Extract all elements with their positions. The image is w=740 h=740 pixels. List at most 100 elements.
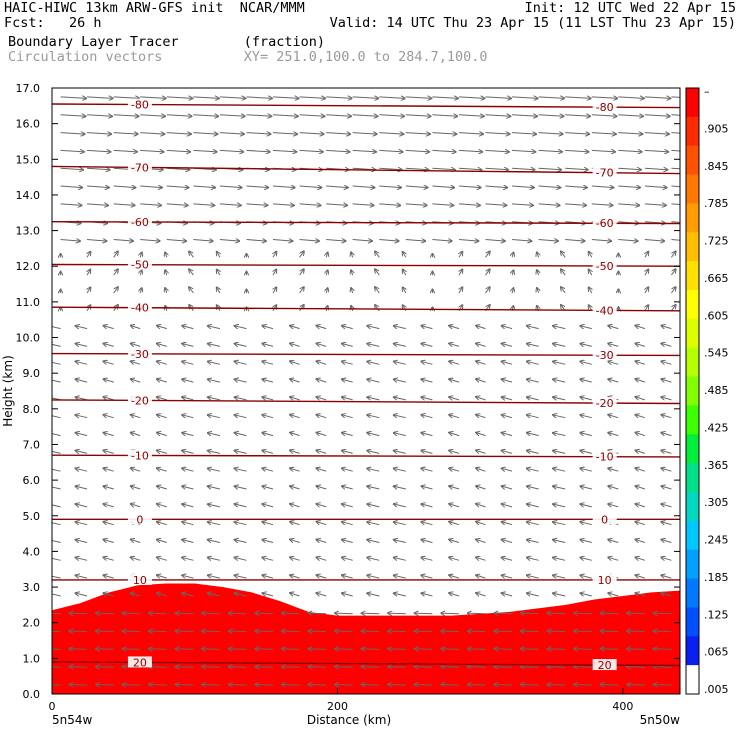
circulation-vector [166, 133, 192, 135]
circulation-vector [561, 251, 566, 258]
circulation-vector [130, 361, 141, 364]
circulation-vector [547, 684, 566, 685]
circulation-vector [449, 361, 460, 364]
contour-label-bg [127, 513, 152, 525]
circulation-vector [476, 575, 486, 578]
circulation-vector [52, 361, 61, 364]
circulation-vector [432, 168, 455, 170]
colorbar-label: .785 [704, 197, 729, 210]
circulation-vector [644, 204, 666, 206]
circulation-vector [476, 343, 486, 346]
circulation-vector [262, 415, 274, 418]
circulation-vector [87, 186, 109, 188]
circulation-vector [553, 540, 566, 543]
circulation-vector [156, 468, 167, 471]
circulation-vector [299, 251, 305, 258]
colorbar-label: .605 [704, 309, 729, 322]
circulation-vector [644, 133, 670, 135]
circulation-vector [512, 240, 532, 242]
circulation-vector [432, 97, 458, 99]
circulation-vector [246, 115, 272, 117]
circulation-vector [234, 593, 247, 596]
circulation-vector [526, 575, 539, 578]
contour-label: -70 [596, 167, 614, 180]
circulation-vector [476, 326, 486, 329]
circulation-vector [87, 204, 108, 206]
circulation-vector [182, 504, 194, 507]
circulation-vector [526, 379, 539, 382]
circulation-vector [580, 557, 592, 560]
circulation-vector [207, 397, 221, 400]
y-tick-label: 16.0 [16, 118, 41, 131]
circulation-vector [574, 667, 592, 668]
circulation-vector [52, 593, 61, 596]
vectors-line: Circulation vectors XY= 251.0,100.0 to 2… [8, 49, 488, 65]
circulation-vector [335, 649, 353, 650]
circulation-vector [627, 613, 645, 614]
circulation-vector [661, 326, 672, 329]
circulation-vector [75, 593, 88, 596]
circulation-vector [316, 397, 327, 400]
circulation-vector [52, 379, 61, 382]
circulation-vector [299, 150, 324, 152]
circulation-vector [290, 432, 300, 435]
circulation-vector [476, 468, 486, 471]
circulation-vector [299, 240, 320, 242]
circulation-vector [156, 504, 167, 507]
circulation-vector [113, 269, 119, 276]
contour-label: 10 [133, 574, 147, 587]
circulation-vector [458, 115, 484, 117]
temperature-contour [52, 399, 680, 405]
circulation-vector [361, 684, 380, 685]
circulation-vector [414, 613, 433, 614]
circulation-vector [207, 433, 221, 436]
circulation-vector [219, 133, 245, 135]
circulation-vector [140, 270, 142, 276]
circulation-vector [308, 649, 327, 650]
circulation-vector [352, 150, 377, 152]
circulation-vector [538, 133, 564, 135]
circulation-vector [103, 397, 114, 400]
circulation-vector [432, 133, 457, 135]
circulation-vector [149, 649, 167, 650]
y-tick-label: 2.0 [23, 617, 41, 630]
colorbar-label: .005 [704, 683, 729, 696]
colorbar-swatch [686, 665, 699, 695]
circulation-vector [234, 540, 247, 543]
circulation-vector [316, 379, 327, 382]
circulation-vector [182, 575, 194, 578]
circulation-vector [405, 186, 428, 188]
circulation-vector [69, 649, 88, 650]
circulation-vector [75, 344, 88, 347]
circulation-vector [341, 486, 353, 489]
circulation-vector [52, 540, 61, 543]
circulation-vector [441, 631, 460, 632]
circulation-vector [538, 168, 562, 170]
contour-label: -80 [596, 101, 614, 114]
contour-label-bg [592, 450, 617, 462]
circulation-vector [290, 468, 300, 471]
circulation-vector [202, 667, 220, 668]
circulation-vector [449, 326, 460, 329]
circulation-vector [393, 575, 406, 578]
circulation-vector [130, 415, 141, 418]
circulation-vector [193, 115, 218, 117]
circulation-vector [262, 486, 274, 489]
circulation-vector [432, 150, 456, 152]
circulation-vector [379, 133, 404, 135]
circulation-vector [351, 270, 353, 276]
colorbar-swatch [686, 261, 699, 291]
circulation-vector [618, 97, 644, 99]
circulation-vector [316, 450, 327, 453]
circulation-vector [52, 522, 61, 525]
circulation-vector [512, 186, 534, 188]
circulation-vector [526, 344, 539, 347]
circulation-vector [352, 240, 373, 242]
circulation-vector [113, 97, 140, 99]
circulation-vector [538, 150, 563, 152]
circulation-vector [299, 115, 325, 117]
circulation-vector [122, 684, 141, 685]
circulation-vector [661, 557, 672, 560]
circulation-vector [130, 343, 141, 346]
